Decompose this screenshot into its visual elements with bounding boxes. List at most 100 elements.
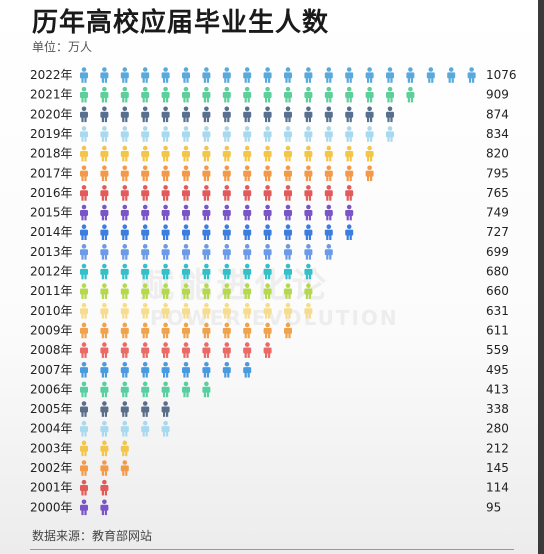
value-label: 909 bbox=[486, 88, 509, 102]
person-icon bbox=[80, 479, 88, 496]
person-icon bbox=[120, 420, 129, 437]
person-icon bbox=[222, 126, 231, 142]
person-icon bbox=[182, 185, 190, 201]
person-icon bbox=[222, 106, 231, 123]
person-icon bbox=[80, 145, 88, 162]
person-icon bbox=[100, 479, 109, 496]
person-icon bbox=[304, 145, 313, 162]
person-icon bbox=[120, 381, 129, 398]
person-icon bbox=[284, 204, 292, 221]
person-icon bbox=[100, 185, 109, 201]
person-icon bbox=[100, 86, 109, 103]
person-icon bbox=[80, 106, 88, 123]
person-icon bbox=[386, 126, 394, 142]
person-icon bbox=[161, 263, 170, 280]
person-icon bbox=[161, 361, 170, 378]
year-label: 2003年 bbox=[30, 441, 73, 455]
person-icon bbox=[161, 185, 170, 201]
person-icon bbox=[182, 86, 190, 103]
person-icon bbox=[284, 303, 292, 319]
person-icon bbox=[120, 224, 129, 240]
chart-title: 历年高校应届毕业生人数 bbox=[32, 8, 330, 38]
bottom-rule bbox=[30, 549, 514, 550]
value-label: 631 bbox=[486, 304, 509, 318]
person-icon bbox=[80, 381, 88, 398]
person-icon bbox=[365, 67, 374, 83]
person-icon bbox=[141, 381, 150, 398]
person-icon bbox=[100, 303, 109, 319]
watermark-sub: POWER EVOLUTION bbox=[150, 306, 399, 330]
value-label: 338 bbox=[486, 402, 509, 416]
person-icon bbox=[345, 204, 354, 221]
person-icon bbox=[345, 165, 354, 182]
person-icon bbox=[386, 67, 394, 83]
person-icon bbox=[141, 67, 150, 83]
person-icon bbox=[100, 322, 109, 339]
person-icon bbox=[141, 106, 150, 123]
person-icon bbox=[284, 322, 292, 339]
person-icon bbox=[182, 126, 190, 142]
person-icon bbox=[161, 283, 170, 299]
person-icon bbox=[100, 204, 109, 221]
person-icon bbox=[182, 165, 190, 182]
year-label: 2000年 bbox=[30, 500, 73, 514]
person-icon bbox=[80, 185, 88, 201]
person-icon bbox=[345, 86, 354, 103]
person-icon bbox=[182, 322, 190, 339]
person-icon bbox=[182, 263, 190, 280]
person-icon bbox=[263, 283, 272, 299]
value-label: 727 bbox=[486, 225, 509, 239]
person-icon bbox=[120, 322, 129, 339]
watermark: 赋能进化论 bbox=[140, 266, 330, 306]
person-icon bbox=[365, 126, 374, 142]
person-icon bbox=[120, 401, 129, 417]
person-icon bbox=[182, 303, 190, 319]
person-icon bbox=[467, 67, 476, 83]
person-icon bbox=[100, 361, 109, 378]
value-label: 212 bbox=[486, 441, 509, 455]
person-icon bbox=[284, 67, 292, 83]
value-label: 749 bbox=[486, 206, 509, 220]
person-icon bbox=[161, 401, 170, 417]
year-label: 2022年 bbox=[30, 68, 73, 82]
person-icon bbox=[202, 322, 211, 339]
person-icon bbox=[324, 67, 333, 83]
person-icon bbox=[365, 145, 374, 162]
person-icon bbox=[222, 204, 231, 221]
person-icon bbox=[161, 204, 170, 221]
value-label: 95 bbox=[486, 500, 501, 514]
person-icon bbox=[161, 303, 170, 319]
person-icon bbox=[80, 126, 88, 142]
person-icon bbox=[243, 86, 252, 103]
person-icon bbox=[202, 204, 211, 221]
person-icon bbox=[263, 67, 272, 83]
person-icon bbox=[80, 244, 88, 260]
frame-edge bbox=[538, 0, 544, 554]
year-label: 2004年 bbox=[30, 422, 73, 436]
year-label: 2007年 bbox=[30, 363, 73, 377]
person-icon bbox=[202, 244, 211, 260]
person-icon bbox=[120, 244, 129, 260]
person-icon bbox=[447, 67, 456, 83]
person-icon bbox=[345, 126, 354, 142]
person-icon bbox=[141, 322, 150, 339]
person-icon bbox=[222, 361, 231, 378]
person-icon bbox=[202, 165, 211, 182]
person-icon bbox=[222, 303, 231, 319]
year-label: 2017年 bbox=[30, 166, 73, 180]
year-label: 2018年 bbox=[30, 147, 73, 161]
value-label: 820 bbox=[486, 147, 509, 161]
person-icon bbox=[284, 244, 292, 260]
person-icon bbox=[202, 263, 211, 280]
person-icon bbox=[80, 420, 88, 437]
person-icon bbox=[263, 263, 272, 280]
person-icon bbox=[365, 165, 374, 182]
person-icon bbox=[284, 224, 292, 240]
person-icon bbox=[222, 244, 231, 260]
year-label: 2019年 bbox=[30, 127, 73, 141]
person-icon bbox=[141, 342, 150, 358]
person-icon bbox=[80, 67, 88, 83]
person-icon bbox=[324, 106, 333, 123]
person-icon bbox=[222, 283, 231, 299]
